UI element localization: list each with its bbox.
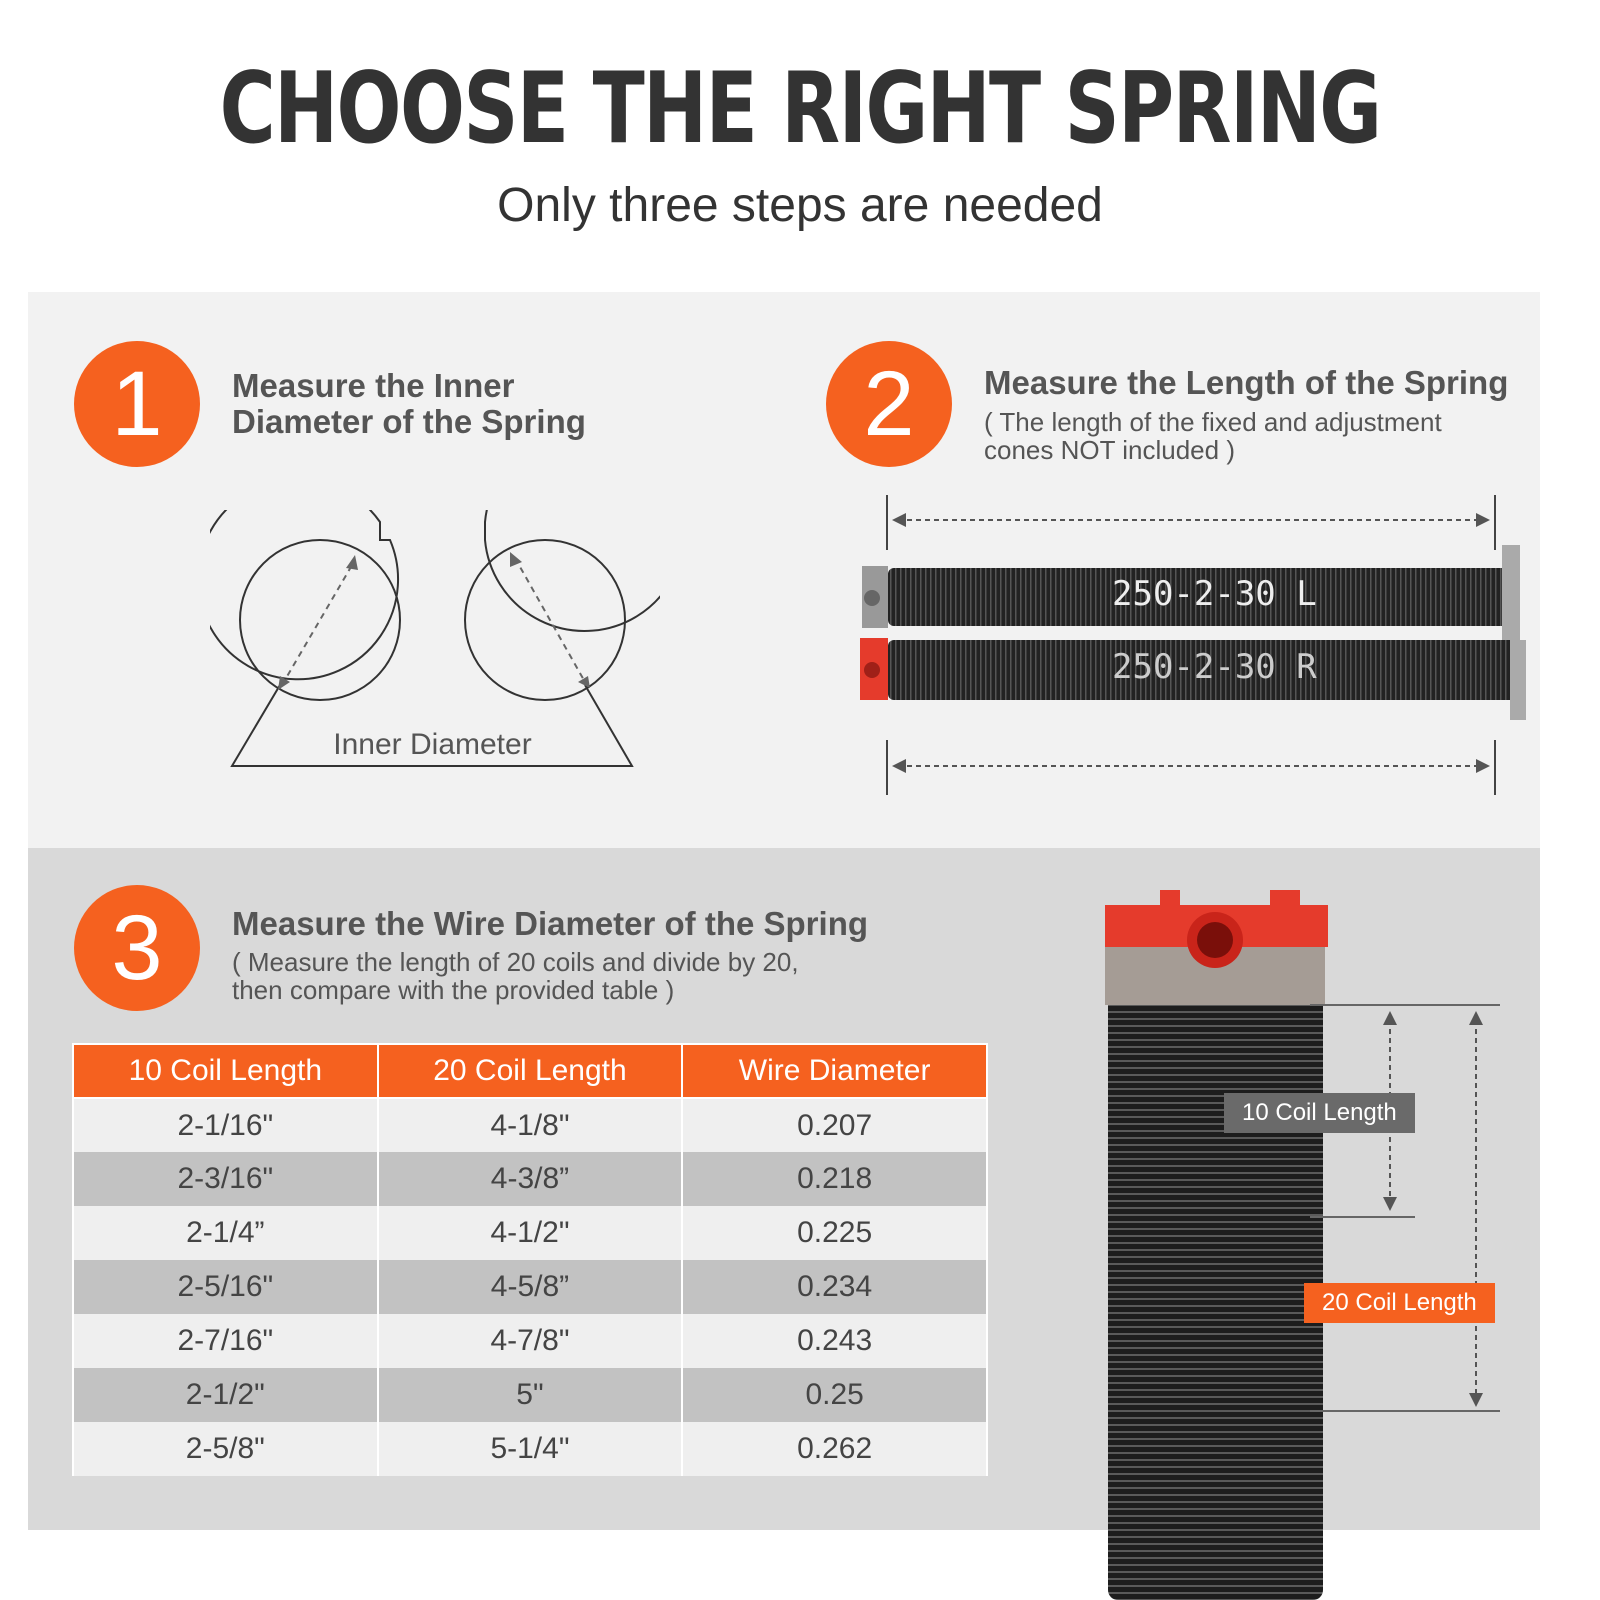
step-1-title: Measure the Inner Diameter of the Spring	[232, 367, 586, 440]
table-cell: 2-1/4”	[72, 1206, 379, 1260]
table-cell: 0.225	[681, 1206, 988, 1260]
table-cell: 2-5/16"	[72, 1260, 379, 1314]
table-cell: 2-1/2"	[72, 1368, 379, 1422]
table-cell: 2-7/16"	[72, 1314, 379, 1368]
step-2-title: Measure the Length of the Spring	[984, 364, 1509, 401]
table-cell: 2-5/8"	[72, 1422, 379, 1476]
inner-diameter-label: Inner Diameter	[333, 728, 532, 761]
table-cell: 4-3/8”	[376, 1152, 684, 1206]
spring-right	[888, 640, 1518, 700]
ten-coil-length-tag: 10 Coil Length	[1224, 1093, 1415, 1133]
wire-diameter-table: 10 Coil Length 20 Coil Length Wire Diame…	[72, 1043, 988, 1476]
table-row: 2-1/16" 4-1/8" 0.207	[72, 1098, 988, 1152]
table-cell: 4-5/8”	[376, 1260, 684, 1314]
table-cell: 2-3/16"	[72, 1152, 379, 1206]
step-3-note: ( Measure the length of 20 coils and div…	[232, 947, 799, 1005]
table-cell: 2-1/16"	[72, 1098, 379, 1152]
step-3-badge: 3	[74, 885, 200, 1011]
table-cell: 4-7/8"	[376, 1314, 684, 1368]
inner-diameter-diagram	[210, 510, 660, 767]
column-header: Wire Diameter	[681, 1043, 988, 1099]
table-cell: 0.234	[681, 1260, 988, 1314]
twenty-coil-length-tag: 20 Coil Length	[1304, 1283, 1495, 1323]
column-header: 20 Coil Length	[376, 1043, 684, 1099]
table-cell: 4-1/8"	[376, 1098, 684, 1152]
step-2-badge: 2	[826, 341, 952, 467]
page-subtitle: Only three steps are needed	[497, 179, 1103, 232]
table-cell: 5-1/4"	[376, 1422, 684, 1476]
page-title: CHOOSE THE RIGHT SPRING	[219, 52, 1382, 166]
step-2-note: ( The length of the fixed and adjustment…	[984, 407, 1442, 465]
spring-left	[888, 568, 1508, 626]
table-row: 2-3/16" 4-3/8” 0.218	[72, 1152, 988, 1206]
table-cell: 0.25	[681, 1368, 988, 1422]
table-cell: 0.243	[681, 1314, 988, 1368]
table-cell: 0.262	[681, 1422, 988, 1476]
spring-top-label: 250-2-30 L	[1112, 574, 1317, 614]
table-cell: 4-1/2"	[376, 1206, 684, 1260]
spring-closeup	[1105, 890, 1500, 1600]
table-row: 2-7/16" 4-7/8" 0.243	[72, 1314, 988, 1368]
table-row: 2-1/2" 5" 0.25	[72, 1368, 988, 1422]
spring-bottom-label: 250-2-30 R	[1112, 647, 1317, 687]
column-header: 10 Coil Length	[72, 1043, 379, 1099]
table-cell: 5"	[376, 1368, 684, 1422]
table-cell: 0.207	[681, 1098, 988, 1152]
table-cell: 0.218	[681, 1152, 988, 1206]
table-header: 10 Coil Length 20 Coil Length Wire Diame…	[72, 1043, 988, 1099]
step-3-title: Measure the Wire Diameter of the Spring	[232, 905, 869, 942]
table-row: 2-5/8" 5-1/4" 0.262	[72, 1422, 988, 1476]
step-1-badge: 1	[74, 341, 200, 467]
table-row: 2-5/16" 4-5/8” 0.234	[72, 1260, 988, 1314]
spring-length-diagram: 250-2-30 L 250-2-30 R	[860, 495, 1526, 795]
table-row: 2-1/4” 4-1/2" 0.225	[72, 1206, 988, 1260]
